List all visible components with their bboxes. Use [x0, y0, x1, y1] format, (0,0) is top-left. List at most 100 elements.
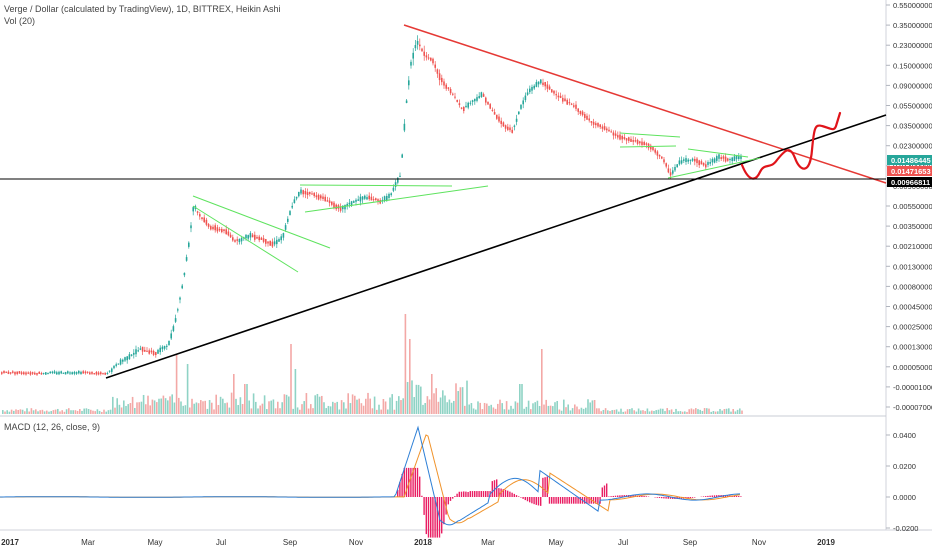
volume-bar: [739, 408, 741, 414]
volume-bar: [268, 401, 270, 414]
macd-histogram-bar: [544, 477, 545, 497]
price-series: [1, 35, 742, 376]
volume-bar: [724, 409, 726, 414]
candle: [690, 160, 692, 161]
volume-bar: [662, 409, 664, 414]
macd-histogram-bar: [714, 495, 715, 497]
volume-bar: [559, 410, 561, 414]
volume-bar: [81, 411, 83, 414]
price-axis[interactable]: 0.550000000.350000000.230000000.15000000…: [886, 1, 932, 412]
candle: [113, 366, 115, 368]
volume-bar: [499, 400, 501, 414]
drawings[interactable]: [106, 25, 886, 378]
volume-bar: [519, 384, 521, 414]
candle: [474, 99, 476, 101]
volume-bar: [284, 394, 286, 414]
candle: [685, 158, 687, 162]
candle: [175, 318, 177, 322]
macd-histogram-bar: [505, 490, 506, 497]
volume-bar: [603, 410, 605, 414]
volume-bar: [429, 399, 431, 414]
price-tick-label: 0.00350000: [893, 222, 932, 231]
volume-bar: [253, 393, 255, 414]
candle: [214, 225, 216, 230]
candle: [360, 197, 362, 202]
volume-bar: [424, 403, 426, 414]
candle: [278, 239, 280, 242]
candle: [709, 162, 711, 164]
volume-bar: [708, 409, 710, 414]
volume-bar: [244, 384, 246, 414]
candle: [564, 99, 566, 102]
volume-bar: [418, 385, 420, 414]
volume-bar: [204, 401, 206, 414]
candle: [230, 235, 232, 238]
macd-histogram-bar: [736, 496, 737, 497]
candle: [445, 85, 447, 89]
candle: [302, 190, 304, 194]
volume-bar: [684, 411, 686, 414]
price-tick-label: 0.00013000: [893, 343, 932, 352]
volume-bar: [541, 349, 543, 414]
candle: [324, 197, 326, 201]
macd-line: [0, 427, 740, 525]
descending-trendline: [404, 25, 886, 183]
candle: [373, 199, 375, 200]
volume-bar: [308, 409, 310, 414]
volume-bar: [343, 402, 345, 414]
volume-bar: [339, 409, 341, 414]
volume-bar: [545, 400, 547, 414]
macd-histogram-bar: [705, 496, 706, 497]
candle: [604, 126, 606, 130]
volume-bar: [726, 409, 728, 414]
candle: [701, 161, 703, 164]
volume-bar: [259, 406, 261, 414]
macd-histogram-bar: [463, 491, 464, 497]
candle: [415, 45, 417, 48]
macd-histogram-bar: [461, 492, 462, 497]
candle: [553, 91, 555, 94]
volume-bar: [638, 409, 640, 414]
macd-histogram-bar: [441, 497, 442, 533]
volume-bar: [275, 408, 277, 414]
volume-bar: [24, 411, 26, 414]
candle: [247, 235, 249, 239]
candle: [533, 86, 535, 89]
volume-bar: [15, 409, 17, 414]
volume-bar: [334, 403, 336, 414]
macd-tick-label: 0.0400: [893, 431, 916, 440]
candle: [76, 372, 78, 374]
candle: [725, 157, 727, 162]
candle: [514, 126, 516, 127]
candle: [395, 182, 397, 187]
macd-histogram-bar: [527, 497, 528, 501]
candle: [661, 157, 663, 159]
macd-histogram-bar: [646, 496, 647, 497]
volume-bar: [136, 402, 138, 414]
candle: [487, 102, 489, 105]
candle: [430, 58, 432, 61]
volume-bar: [61, 410, 63, 414]
candle: [245, 235, 247, 238]
candle: [531, 87, 533, 91]
candle: [602, 127, 604, 129]
macd-histogram-bar: [518, 496, 519, 497]
volume-bar: [251, 408, 253, 414]
candle: [140, 348, 142, 349]
volume-bar: [427, 396, 429, 414]
volume-bar: [493, 407, 495, 414]
candle: [155, 352, 157, 355]
candle: [164, 346, 166, 349]
candle: [30, 372, 32, 374]
volume-bar: [6, 410, 8, 414]
candle: [417, 41, 419, 45]
volume-bar: [292, 409, 294, 414]
volume-bar: [631, 408, 633, 414]
macd-histogram-bar: [663, 497, 664, 498]
candle: [3, 371, 5, 373]
macd-histogram-bar: [606, 484, 607, 497]
